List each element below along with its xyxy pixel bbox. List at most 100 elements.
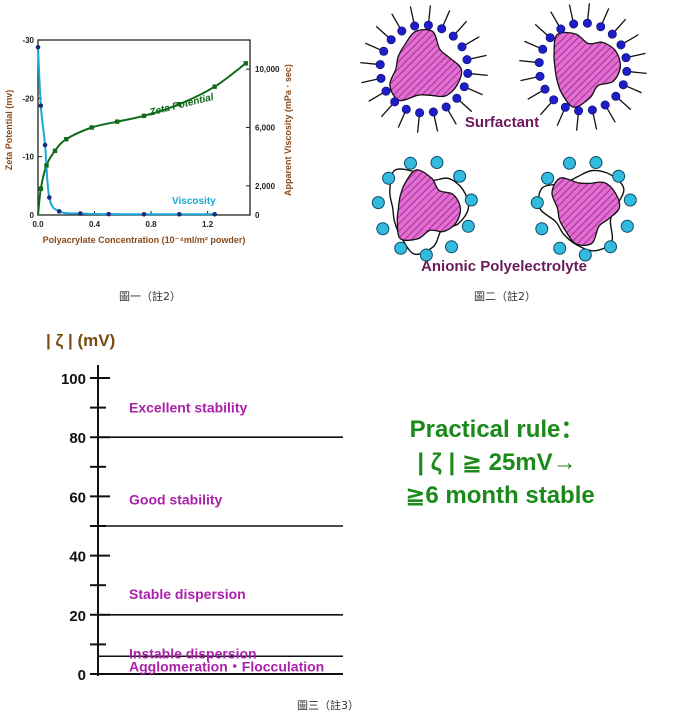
surfactant-head (386, 35, 396, 45)
x-tick-label: 0.0 (32, 220, 44, 229)
zeta-point (44, 163, 49, 168)
anionic-group (376, 222, 390, 236)
x-tick-label: 0.4 (89, 220, 101, 229)
surfactant-head (611, 91, 621, 101)
surfactant-head (574, 106, 584, 116)
surfactant-head (441, 102, 451, 112)
anionic-group (394, 241, 408, 255)
viscosity-point (42, 142, 48, 148)
polyelectrolyte-label: Anionic Polyelectrolyte (421, 258, 587, 275)
anionic-group (461, 219, 475, 233)
surfactant-head (448, 31, 458, 41)
surfactant-tail (550, 11, 560, 27)
surfactant-tail (458, 99, 473, 113)
surfactant-tail (613, 18, 627, 33)
zeta-point (243, 61, 248, 66)
x-axis-label: Polyacrylate Concentration (10⁻⁴ml/m² po… (43, 235, 246, 245)
surfactant-particle-left (360, 5, 488, 133)
zeta-point (38, 186, 44, 191)
surfactant-head (390, 97, 400, 107)
anionic-group (430, 156, 444, 170)
surfactant-head (428, 107, 438, 117)
left-axis-label: Zeta Potential (mv) (4, 90, 14, 171)
surfactant-tail (433, 114, 439, 132)
anionic-group (589, 156, 603, 170)
surfactant-tail (397, 111, 406, 128)
particle-core (389, 28, 463, 102)
surfactant-tail (416, 115, 420, 133)
band-label: Stable dispersion (129, 586, 246, 602)
zeta-point (141, 113, 147, 119)
surfactant-tail (628, 52, 646, 58)
surfactant-head (600, 100, 610, 110)
surfactant-tail (625, 85, 642, 94)
x-tick-label: 1.2 (202, 220, 214, 229)
anionic-group (623, 193, 637, 207)
scale-tick-label: 0 (78, 667, 86, 684)
surfactant-tail (527, 90, 543, 100)
right-y-tick-label: 10,000 (255, 65, 280, 74)
anionic-group (541, 171, 555, 185)
anionic-group (464, 193, 478, 207)
surfactant-head (376, 73, 386, 83)
surfactant-tail (539, 101, 553, 116)
surfactant-tail (568, 4, 574, 22)
polyelectrolyte-particle-left (371, 156, 478, 262)
surfactant-tail (464, 36, 480, 46)
surfactant-tail (466, 87, 483, 96)
right-y-tick-label: 0 (255, 211, 260, 220)
anionic-group (371, 196, 385, 210)
surfactant-head (397, 26, 407, 36)
surfactant-head (401, 104, 411, 114)
surfactant-head (379, 46, 389, 56)
surfactant-tail (428, 5, 432, 23)
zeta-point (52, 148, 58, 154)
left-y-tick-label: 0 (30, 211, 35, 220)
surfactant-tail (519, 59, 537, 63)
surfactant-head (415, 108, 425, 118)
surfactant-tail (617, 97, 632, 111)
surfactant-tail (629, 71, 647, 75)
zeta-point (64, 136, 69, 142)
left-y-ticks: -30 -20 -10 0 (22, 36, 42, 220)
anionic-group (604, 240, 618, 254)
viscosity-points (35, 44, 217, 217)
surfactant-head (540, 84, 550, 94)
anionic-group (620, 219, 634, 233)
viscosity-point (78, 211, 83, 216)
surfactant-head (618, 80, 628, 90)
surfactant-head (459, 82, 469, 92)
particle-core (551, 177, 621, 246)
right-y-tick-label: 2,000 (255, 182, 276, 191)
band-label: Agglomeration・Flocculation (129, 659, 324, 675)
viscosity-series-label: Viscosity (172, 196, 216, 207)
anionic-group (382, 171, 396, 185)
surfactant-tail (409, 6, 415, 24)
surfactant-tail (575, 113, 579, 131)
right-y-tick-label: 6,000 (255, 124, 276, 133)
surfactant-head (556, 24, 566, 34)
figure2-caption: 圖二（註2） (474, 290, 536, 303)
anionic-group (535, 222, 549, 236)
surfactant-head (616, 40, 626, 50)
viscosity-point (56, 209, 62, 214)
viscosity-point (38, 103, 44, 108)
anionic-group (553, 241, 567, 255)
surfactant-head (621, 53, 631, 63)
viscosity-point (35, 44, 41, 50)
scale-tick-label: 80 (69, 430, 86, 447)
polyelectrolyte-chain (389, 168, 470, 256)
scale-tick-label: 100 (61, 371, 86, 388)
surfactant-head (381, 86, 391, 96)
right-y-ticks: 10,000 6,000 2,000 0 (246, 65, 280, 220)
anionic-group (530, 196, 544, 210)
left-y-tick-label: -20 (22, 94, 34, 103)
scale-tick-label: 60 (69, 489, 86, 506)
zeta-point (89, 125, 94, 130)
surfactant-head (587, 105, 597, 115)
surfactant-head (452, 93, 462, 103)
surfactant-tail (368, 92, 384, 102)
surfactant-head (596, 22, 606, 32)
surfactant-tail (380, 103, 394, 118)
